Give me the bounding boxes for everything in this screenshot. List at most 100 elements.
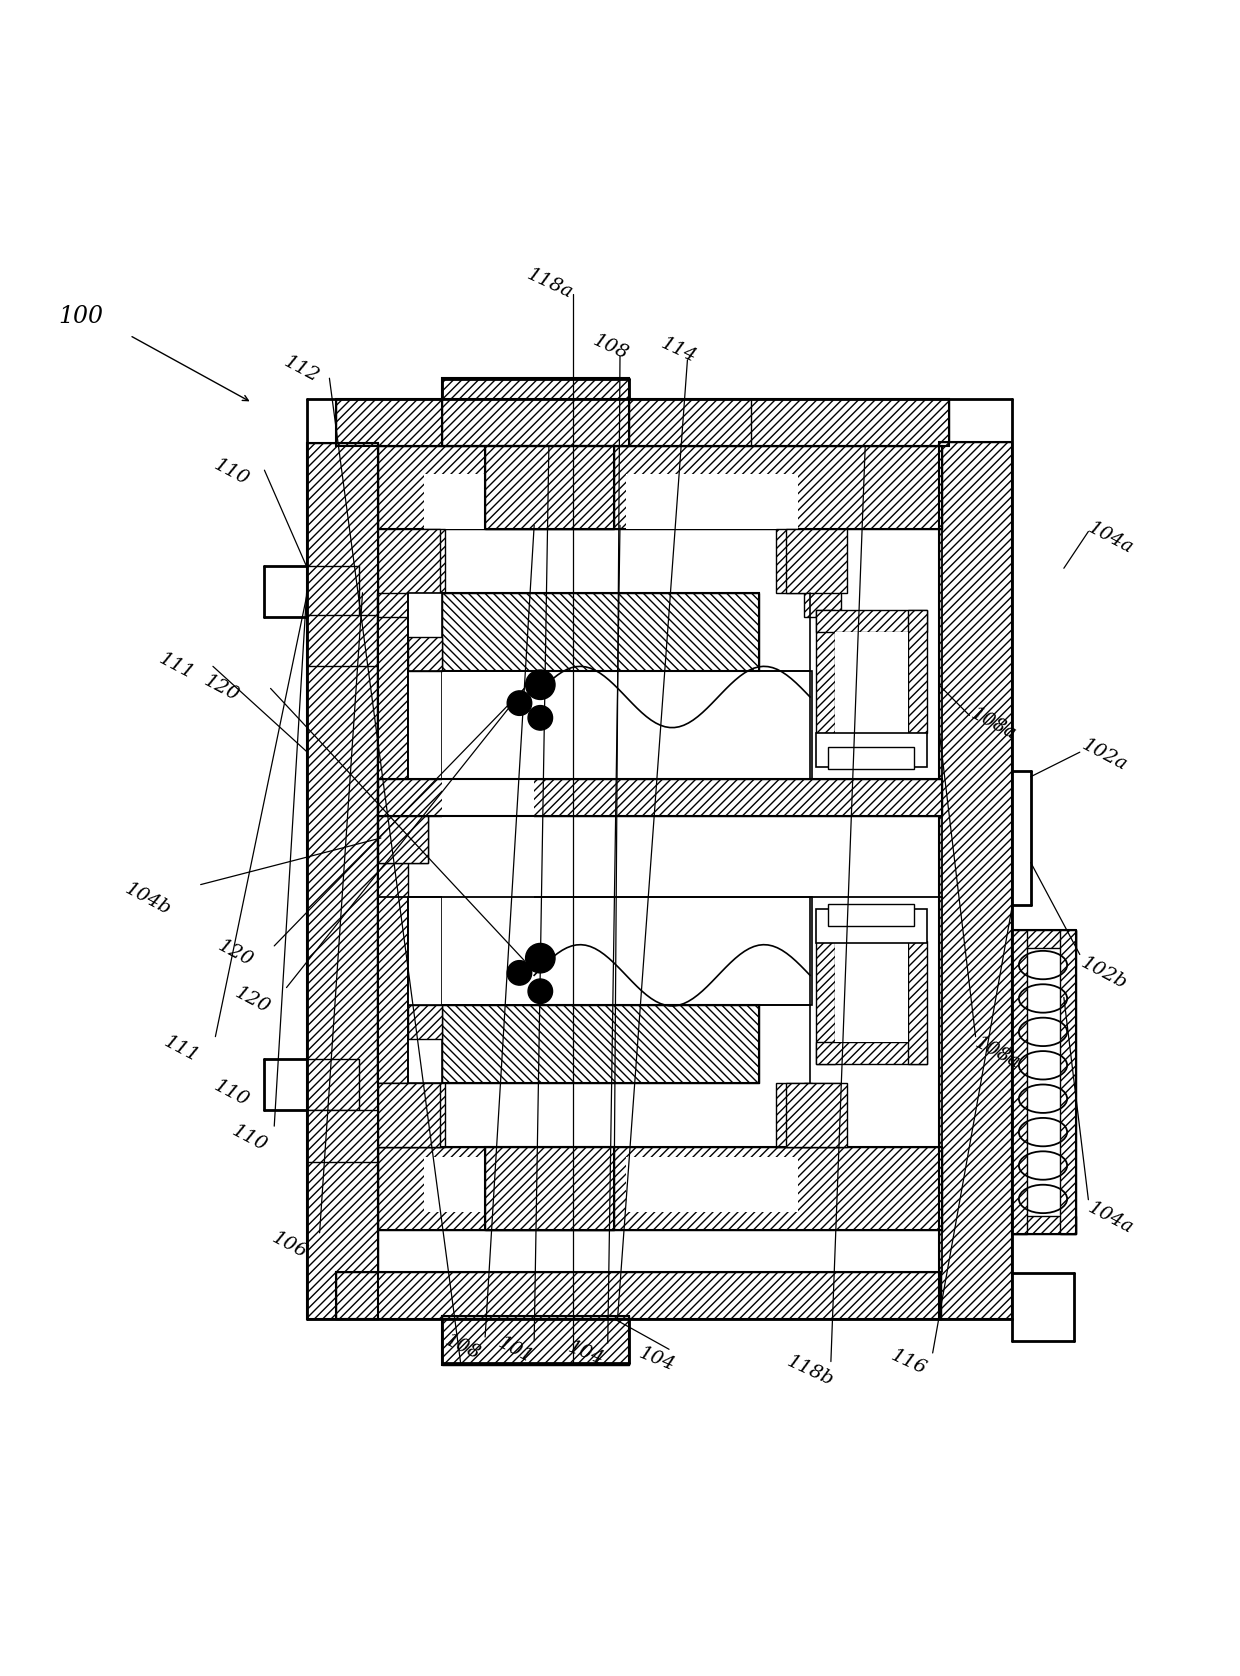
Bar	[378, 530, 440, 593]
Bar	[378, 1146, 942, 1230]
Bar	[1012, 930, 1027, 1234]
Text: 108: 108	[589, 332, 631, 364]
Text: 110: 110	[211, 456, 252, 489]
Circle shape	[528, 706, 553, 731]
Bar	[378, 816, 428, 863]
Circle shape	[526, 944, 556, 972]
Bar	[1012, 1215, 1076, 1234]
Bar	[443, 1004, 759, 1083]
Bar	[816, 732, 926, 768]
Text: 116: 116	[888, 1348, 929, 1379]
Text: 112: 112	[280, 354, 322, 385]
Text: 120: 120	[232, 984, 273, 1017]
Bar	[443, 379, 629, 446]
Bar	[443, 593, 759, 672]
Text: 102a: 102a	[1079, 736, 1130, 774]
Bar	[378, 530, 415, 617]
Bar	[308, 1059, 358, 1110]
Bar	[816, 908, 926, 944]
Text: 104a: 104a	[1085, 518, 1136, 556]
Bar	[443, 1316, 629, 1366]
Bar	[336, 399, 949, 446]
Text: 101: 101	[495, 1334, 537, 1368]
Text: 114: 114	[658, 334, 699, 365]
Bar	[816, 1041, 926, 1064]
Bar	[485, 446, 614, 530]
Text: 110: 110	[229, 1121, 270, 1155]
Bar	[939, 442, 1012, 1319]
Bar	[908, 940, 926, 1064]
Text: 106: 106	[268, 1229, 310, 1262]
Text: 104: 104	[636, 1344, 677, 1374]
Bar	[485, 446, 614, 530]
Bar	[835, 940, 908, 1041]
Bar	[626, 474, 797, 530]
Bar	[816, 610, 926, 632]
Text: 108a: 108a	[972, 1032, 1023, 1073]
Text: 108a: 108a	[968, 704, 1019, 744]
Circle shape	[526, 670, 556, 699]
Bar	[408, 897, 443, 1083]
Bar	[629, 399, 751, 446]
Bar	[785, 1083, 847, 1146]
Text: 110: 110	[211, 1076, 252, 1110]
Text: 104a: 104a	[1085, 1198, 1136, 1237]
Text: 120: 120	[201, 672, 242, 706]
Bar	[1012, 930, 1076, 949]
Bar	[443, 1316, 629, 1366]
Bar	[485, 1146, 614, 1230]
Bar	[308, 566, 358, 617]
Bar	[408, 1083, 445, 1146]
Bar	[308, 442, 378, 1319]
Bar	[336, 399, 949, 446]
Bar	[408, 530, 445, 593]
Text: 118b: 118b	[784, 1353, 836, 1389]
Bar	[443, 672, 534, 1004]
Bar	[804, 530, 841, 617]
Bar	[785, 530, 847, 593]
Text: 111: 111	[155, 650, 197, 684]
Bar	[626, 1156, 797, 1212]
Bar	[408, 897, 812, 1004]
Bar	[378, 779, 942, 816]
Bar	[408, 1004, 443, 1039]
Bar	[485, 1146, 614, 1230]
Bar	[308, 615, 378, 667]
Text: 118a: 118a	[525, 265, 577, 302]
Bar	[408, 672, 812, 779]
Bar	[336, 1272, 941, 1319]
Circle shape	[507, 691, 532, 716]
Bar	[308, 1110, 378, 1161]
Bar	[378, 1083, 440, 1146]
Bar	[378, 779, 942, 816]
Bar	[377, 593, 408, 1083]
Text: 120: 120	[215, 937, 255, 970]
Text: 102b: 102b	[1079, 954, 1131, 992]
Bar	[378, 446, 942, 530]
Bar	[408, 593, 443, 779]
Bar	[1060, 930, 1076, 1234]
Bar	[828, 905, 914, 927]
Bar	[424, 1156, 595, 1212]
Circle shape	[528, 979, 553, 1004]
Bar	[776, 530, 812, 593]
Text: 104: 104	[565, 1337, 606, 1368]
Circle shape	[507, 960, 532, 985]
Bar	[776, 1083, 812, 1146]
Bar	[828, 747, 914, 769]
Text: 100: 100	[58, 305, 103, 328]
Bar	[443, 379, 629, 446]
Bar	[804, 1083, 841, 1146]
Bar	[378, 816, 428, 863]
Bar	[816, 610, 835, 732]
Bar	[908, 610, 926, 732]
Bar	[308, 442, 378, 1319]
Bar	[336, 1272, 941, 1319]
Bar	[378, 1083, 415, 1146]
Bar	[378, 446, 942, 530]
Bar	[939, 442, 1012, 1319]
Bar	[378, 1146, 942, 1230]
Bar	[835, 632, 908, 732]
Bar	[443, 593, 759, 672]
Bar	[424, 474, 595, 530]
